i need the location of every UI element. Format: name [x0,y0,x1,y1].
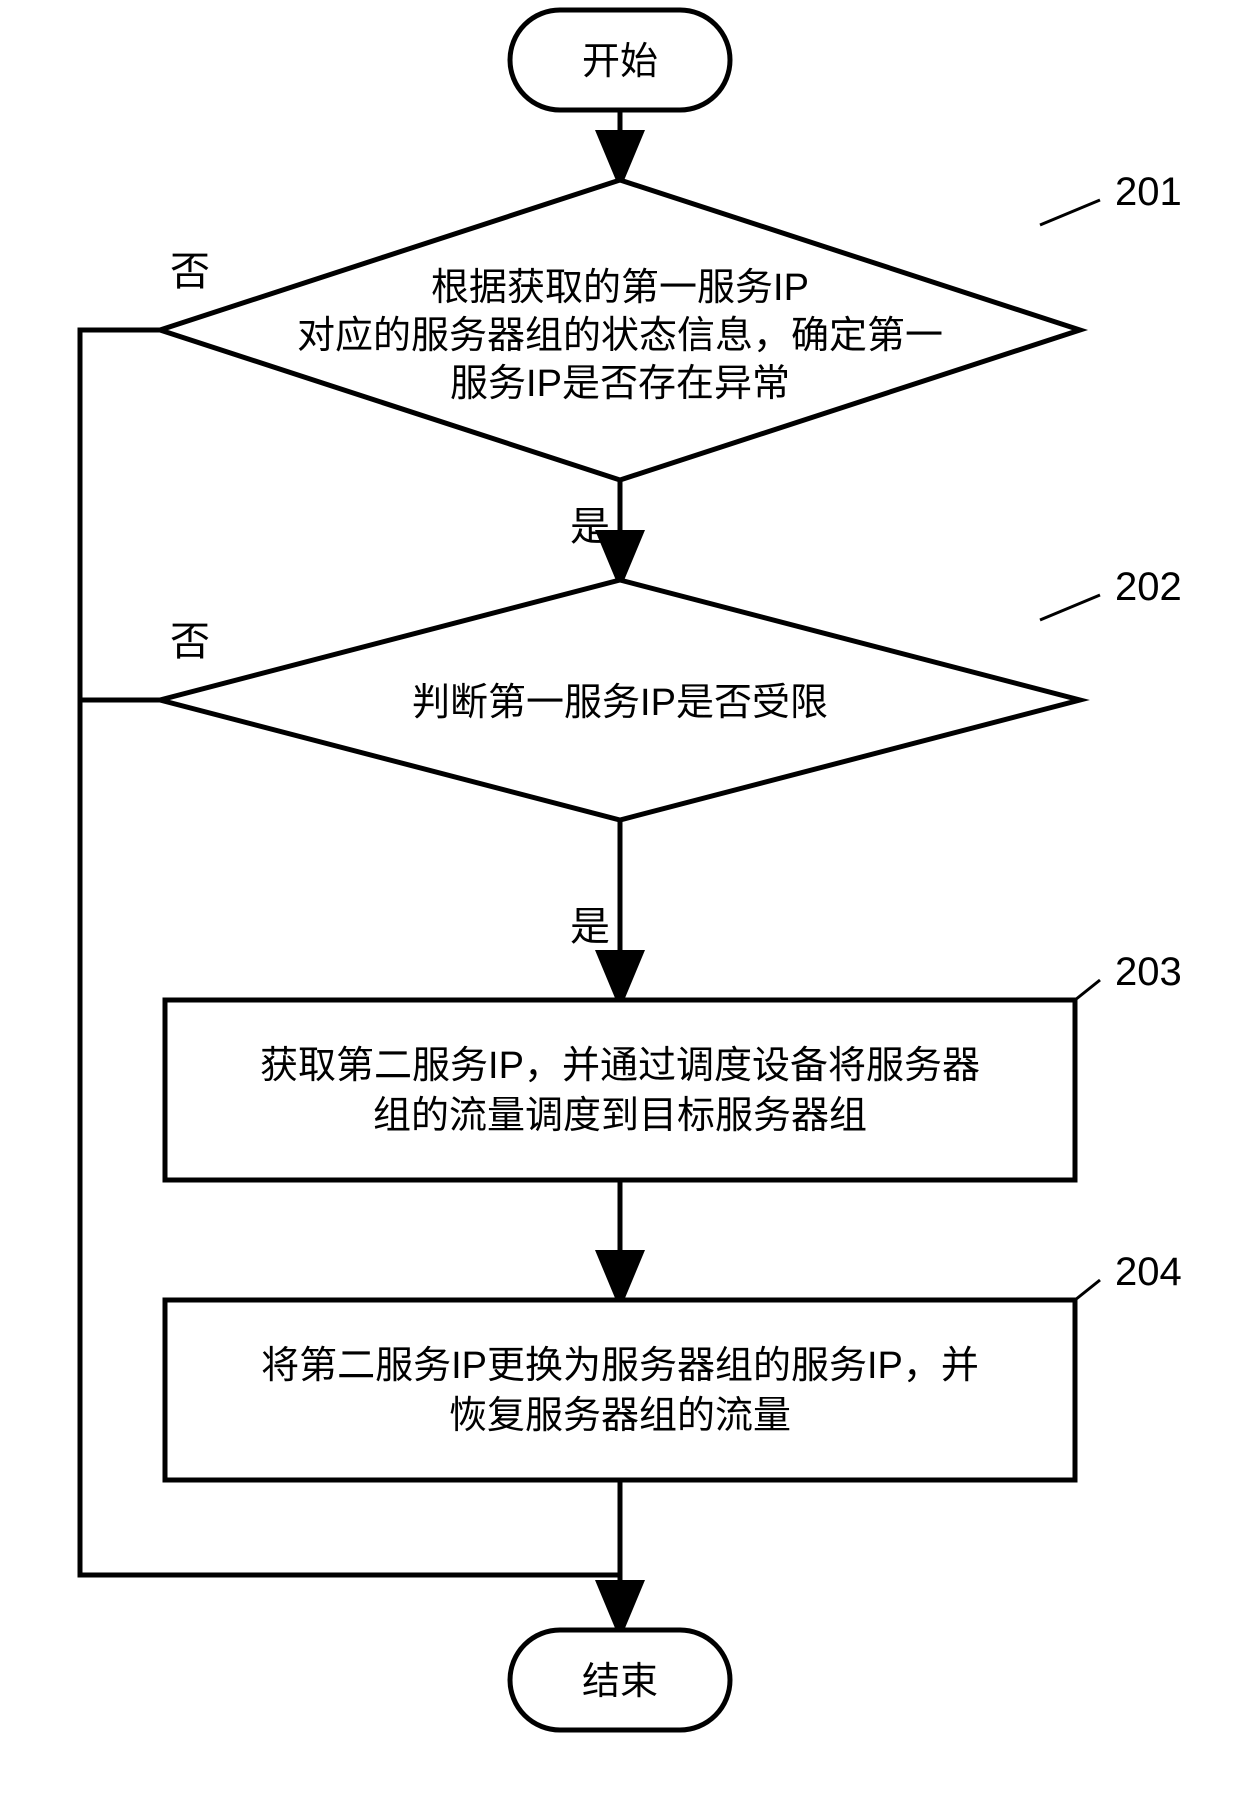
ref-202: 202 [1115,565,1182,609]
ref-201: 201 [1115,170,1182,214]
node-p4: 将第二服务IP更换为服务器组的服务IP，并 恢复服务器组的流量 [165,1300,1075,1480]
p3-line2: 组的流量调度到目标服务器组 [373,1095,867,1137]
d1-line1: 根据获取的第一服务IP [431,267,809,309]
node-p3: 获取第二服务IP，并通过调度设备将服务器 组的流量调度到目标服务器组 [165,1000,1075,1180]
p4-line1: 将第二服务IP更换为服务器组的服务IP，并 [261,1345,979,1387]
leader-201 [1040,200,1100,225]
p3-line1: 获取第二服务IP，并通过调度设备将服务器 [260,1045,980,1087]
leader-203 [1075,980,1100,1000]
leader-202 [1040,595,1100,620]
d1-no-label: 否 [170,250,210,294]
d2-yes-label: 是 [570,905,610,949]
d1-yes-label: 是 [570,505,610,549]
end-label: 结束 [582,1661,658,1703]
leader-204 [1075,1280,1100,1300]
node-d2: 判断第一服务IP是否受限 [160,580,1080,820]
ref-203: 203 [1115,950,1182,994]
node-d1: 根据获取的第一服务IP 对应的服务器组的状态信息，确定第一 服务IP是否存在异常 [160,180,1080,480]
node-start: 开始 [510,10,730,110]
d1-line3: 服务IP是否存在异常 [450,363,790,405]
start-label: 开始 [582,41,658,83]
d1-line2: 对应的服务器组的状态信息，确定第一 [297,315,943,357]
d2-line1: 判断第一服务IP是否受限 [412,682,828,724]
p4-line2: 恢复服务器组的流量 [449,1395,791,1437]
ref-204: 204 [1115,1250,1182,1294]
d2-no-label: 否 [170,620,210,664]
node-end: 结束 [510,1630,730,1730]
